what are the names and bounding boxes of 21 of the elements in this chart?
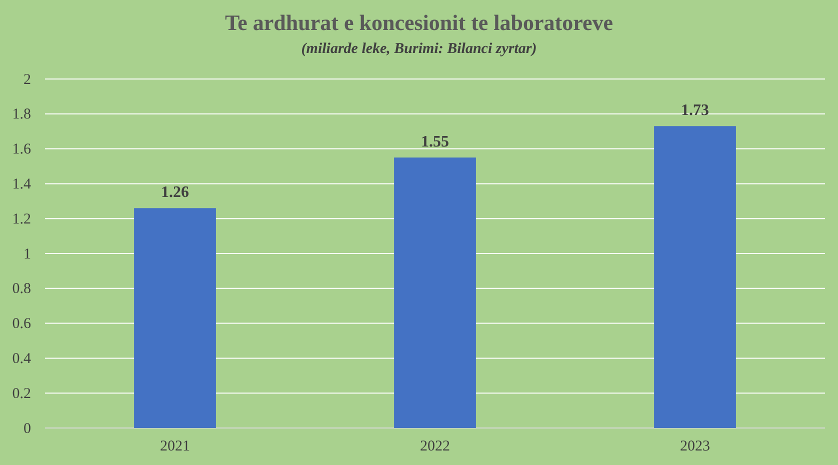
data-label: 1.55 (421, 134, 449, 151)
chart-subtitle: (miliarde leke, Burimi: Bilanci zyrtar) (301, 41, 537, 57)
y-tick-label: 1.6 (12, 142, 32, 158)
y-tick-label: 1 (24, 246, 31, 262)
bar (134, 208, 216, 428)
bar (654, 126, 736, 428)
y-tick-label: 0.2 (12, 386, 31, 402)
y-tick-label: 1.2 (12, 211, 31, 228)
y-tick-label: 1.8 (12, 106, 31, 123)
y-tick-label: 0.8 (12, 281, 31, 298)
y-tick-label: 0.4 (12, 351, 32, 367)
x-tick-label: 2023 (680, 438, 710, 455)
x-tick-label: 2022 (420, 438, 450, 455)
y-tick-label: 1.4 (12, 176, 32, 192)
data-label: 1.26 (161, 184, 189, 202)
y-tick-label: 0 (24, 420, 31, 437)
y-tick-label: 0.6 (12, 316, 32, 332)
x-tick-label: 2021 (160, 438, 190, 455)
bar (394, 158, 476, 428)
chart-title: Te ardhurat e koncesionit te laboratoreve (224, 10, 614, 35)
y-tick-label: 2 (24, 72, 31, 88)
